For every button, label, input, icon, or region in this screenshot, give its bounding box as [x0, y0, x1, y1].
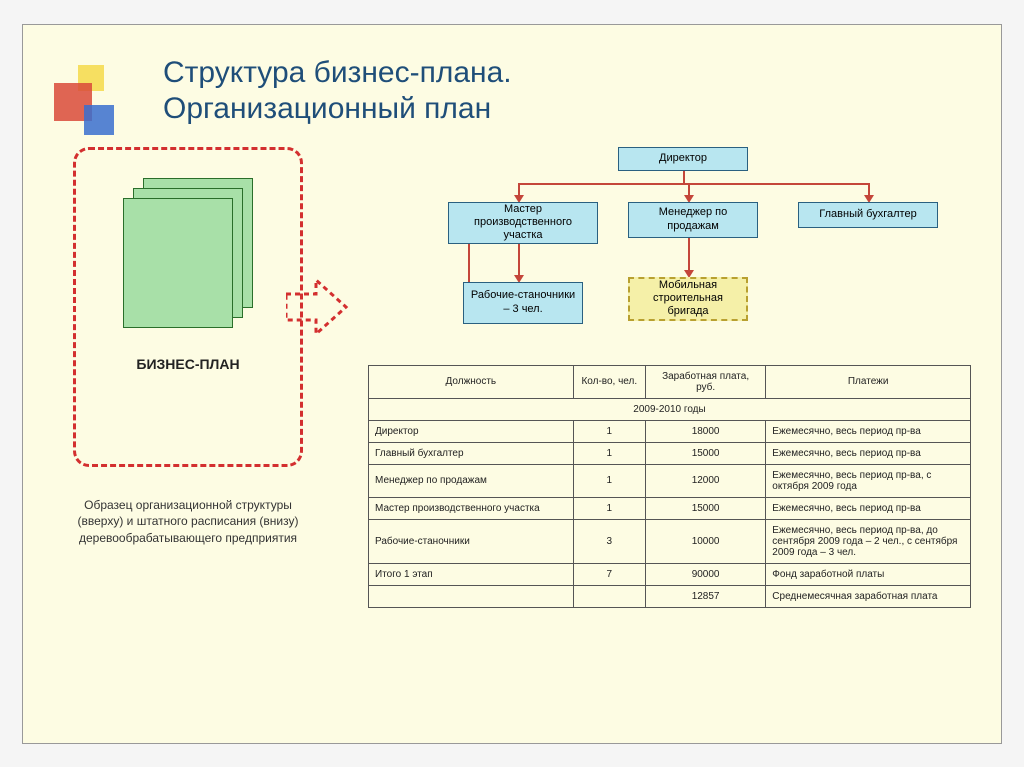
period-row: 2009-2010 годы: [369, 398, 971, 420]
table-cell: 7: [573, 563, 645, 585]
table-cell: 18000: [645, 420, 765, 442]
connector-line: [518, 183, 870, 185]
table-cell: 3: [573, 519, 645, 563]
org-box-director: Директор: [618, 147, 748, 171]
table-cell: Менеджер по продажам: [369, 464, 574, 497]
business-plan-container: БИЗНЕС-ПЛАН: [73, 147, 303, 467]
table-cell: 15000: [645, 497, 765, 519]
left-column: БИЗНЕС-ПЛАН Образец организационной стру…: [73, 147, 303, 608]
table-row: Рабочие-станочники310000Ежемесячно, весь…: [369, 519, 971, 563]
org-box-workers: Рабочие-станочники – 3 чел.: [463, 282, 583, 324]
table-cell: [369, 585, 574, 607]
table-cell: Директор: [369, 420, 574, 442]
table-cell: 1: [573, 420, 645, 442]
connector-line: [683, 171, 685, 183]
deco-square: [84, 105, 114, 135]
staffing-table: ДолжностьКол-во, чел.Заработная плата, р…: [368, 365, 971, 608]
arrow-icon: [286, 272, 350, 342]
right-column: Директор Мастер производственного участка…: [313, 147, 971, 608]
table-cell: 90000: [645, 563, 765, 585]
table-cell: 15000: [645, 442, 765, 464]
document-stack-icon: [123, 178, 253, 328]
content-area: БИЗНЕС-ПЛАН Образец организационной стру…: [73, 147, 971, 608]
table-header: Кол-во, чел.: [573, 365, 645, 398]
table-cell: 1: [573, 442, 645, 464]
table-cell: Ежемесячно, весь период пр-ва: [766, 442, 971, 464]
org-box-brigade: Мобильная строительная бригада: [628, 277, 748, 321]
table-header: Должность: [369, 365, 574, 398]
table-cell: [573, 585, 645, 607]
table-row: Мастер производственного участка115000Еж…: [369, 497, 971, 519]
table-header: Заработная плата, руб.: [645, 365, 765, 398]
slide-title: Структура бизнес-плана. Организационный …: [163, 55, 971, 127]
org-chart: Директор Мастер производственного участка…: [368, 147, 971, 357]
table-cell: Главный бухгалтер: [369, 442, 574, 464]
table-cell: 12000: [645, 464, 765, 497]
org-box-accountant: Главный бухгалтер: [798, 202, 938, 228]
org-box-master: Мастер производственного участка: [448, 202, 598, 244]
table-cell: Среднемесячная заработная плата: [766, 585, 971, 607]
title-line-1: Структура бизнес-плана.: [163, 56, 512, 89]
table-cell: Ежемесячно, весь период пр-ва, с октября…: [766, 464, 971, 497]
table-cell: 1: [573, 464, 645, 497]
table-cell: 12857: [645, 585, 765, 607]
slide: Структура бизнес-плана. Организационный …: [22, 24, 1002, 744]
table-row: Менеджер по продажам112000Ежемесячно, ве…: [369, 464, 971, 497]
title-decoration: [48, 65, 118, 145]
table-cell: Ежемесячно, весь период пр-ва: [766, 497, 971, 519]
table-cell: Фонд заработной платы: [766, 563, 971, 585]
connector-line: [518, 244, 520, 278]
table-cell: Ежемесячно, весь период пр-ва, до сентяб…: [766, 519, 971, 563]
table-cell: 10000: [645, 519, 765, 563]
table-header: Платежи: [766, 365, 971, 398]
org-box-manager: Менеджер по продажам: [628, 202, 758, 238]
connector-line: [688, 238, 690, 272]
table-cell: Ежемесячно, весь период пр-ва: [766, 420, 971, 442]
table-cell: Мастер производственного участка: [369, 497, 574, 519]
table-row: Директор118000Ежемесячно, весь период пр…: [369, 420, 971, 442]
table-row: Итого 1 этап790000Фонд заработной платы: [369, 563, 971, 585]
table-cell: Рабочие-станочники: [369, 519, 574, 563]
table-row: 12857Среднемесячная заработная плата: [369, 585, 971, 607]
left-caption: Образец организационной структуры (вверх…: [73, 497, 303, 547]
title-line-2: Организационный план: [163, 92, 491, 125]
table-row: Главный бухгалтер115000Ежемесячно, весь …: [369, 442, 971, 464]
table-cell: 1: [573, 497, 645, 519]
plan-label: БИЗНЕС-ПЛАН: [96, 356, 280, 372]
table-cell: Итого 1 этап: [369, 563, 574, 585]
